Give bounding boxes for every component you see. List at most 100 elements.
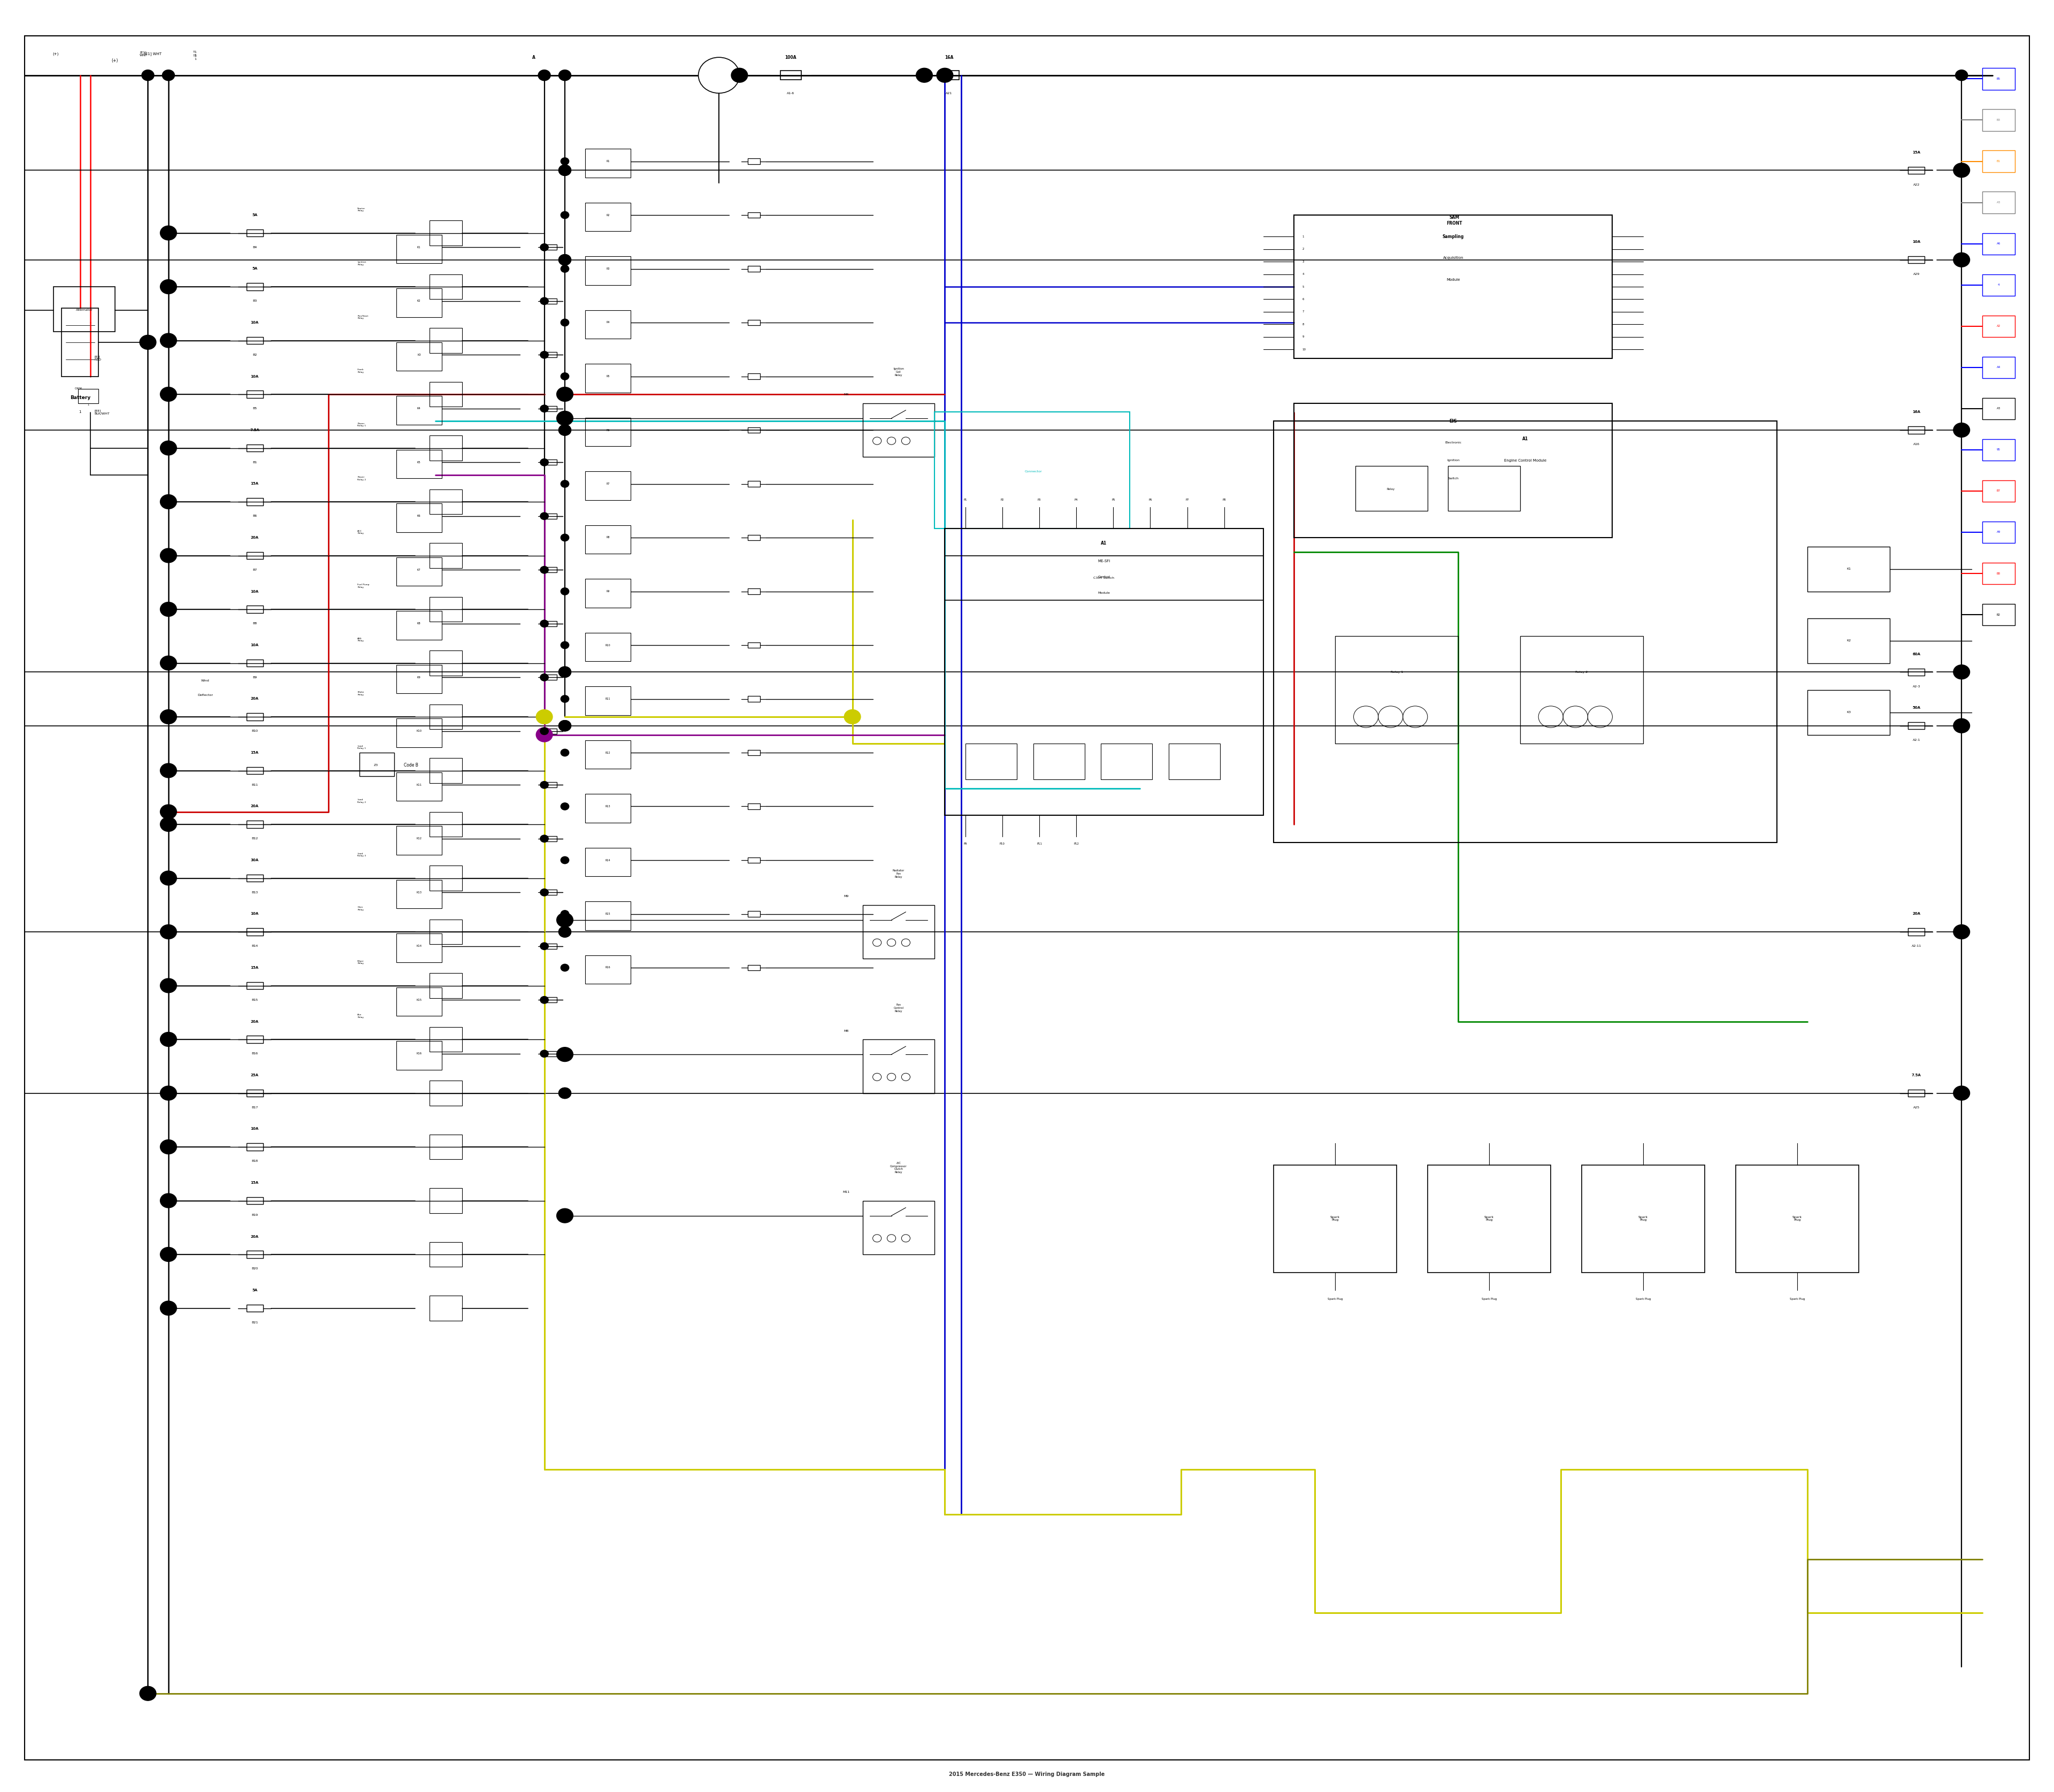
Bar	[939, 70, 959, 79]
Text: K15: K15	[417, 998, 421, 1002]
Circle shape	[162, 926, 175, 937]
Circle shape	[142, 70, 154, 81]
Bar	[585, 418, 631, 446]
Text: Load
Relay 1: Load Relay 1	[357, 745, 366, 749]
Bar	[429, 328, 462, 353]
Bar	[544, 566, 557, 572]
Text: Acquisition: Acquisition	[1442, 256, 1465, 260]
Text: B8: B8	[253, 622, 257, 625]
Text: R4: R4	[606, 321, 610, 324]
Text: 10A: 10A	[251, 375, 259, 378]
Text: R15: R15	[606, 912, 610, 916]
Circle shape	[162, 711, 175, 722]
Circle shape	[162, 281, 175, 292]
Bar	[544, 297, 557, 303]
Circle shape	[160, 387, 177, 401]
Bar	[863, 1201, 935, 1254]
Text: R13: R13	[606, 805, 610, 808]
Text: K3: K3	[417, 353, 421, 357]
Text: ACC
Relay: ACC Relay	[357, 530, 364, 534]
Text: T1
1: T1 1	[193, 54, 197, 61]
Text: B1: B1	[253, 461, 257, 464]
Circle shape	[559, 254, 571, 265]
Circle shape	[731, 68, 748, 82]
Bar	[396, 235, 442, 263]
Circle shape	[538, 70, 550, 81]
Bar	[748, 426, 760, 432]
Circle shape	[561, 749, 569, 756]
Bar	[585, 955, 631, 984]
Text: Wiper
Relay: Wiper Relay	[357, 961, 364, 964]
Text: A16: A16	[1912, 443, 1920, 446]
Circle shape	[162, 658, 175, 668]
Text: Sampling: Sampling	[1442, 235, 1465, 238]
Bar	[1908, 928, 1925, 935]
Text: P6: P6	[1148, 498, 1152, 502]
Circle shape	[162, 281, 175, 292]
Bar	[1982, 233, 2015, 254]
Text: Run/Start
Relay: Run/Start Relay	[357, 315, 368, 319]
Text: Relay 1: Relay 1	[1391, 670, 1403, 674]
Bar	[246, 391, 263, 398]
Text: B16: B16	[251, 1052, 259, 1055]
Bar	[781, 70, 801, 79]
Text: Spark
Plug: Spark Plug	[1639, 1215, 1647, 1222]
Bar	[396, 826, 442, 855]
Text: A2-3: A2-3	[1912, 685, 1920, 688]
Circle shape	[1955, 254, 1968, 265]
Bar	[246, 1143, 263, 1150]
Text: 20A: 20A	[251, 697, 259, 701]
Text: Engine Control Module: Engine Control Module	[1504, 459, 1547, 462]
Bar	[544, 1050, 557, 1057]
Text: R14: R14	[606, 858, 610, 862]
Bar	[544, 405, 557, 410]
Circle shape	[561, 857, 569, 864]
Bar	[396, 611, 442, 640]
Circle shape	[162, 604, 175, 615]
Text: A: A	[532, 56, 536, 59]
Circle shape	[160, 656, 177, 670]
Circle shape	[540, 1050, 548, 1057]
Text: R5: R5	[606, 375, 610, 378]
Circle shape	[162, 228, 175, 238]
Bar	[429, 1027, 462, 1052]
Bar	[429, 1242, 462, 1267]
Bar	[246, 874, 263, 882]
Circle shape	[162, 980, 175, 991]
Text: K1: K1	[417, 246, 421, 249]
Bar	[53, 287, 115, 332]
Bar	[396, 289, 442, 317]
Bar	[1808, 618, 1890, 663]
Bar	[1908, 167, 1925, 174]
Text: 10A: 10A	[251, 321, 259, 324]
Text: 5A: 5A	[253, 267, 257, 271]
Bar	[1294, 215, 1612, 358]
Circle shape	[1955, 425, 1968, 435]
Circle shape	[162, 1088, 175, 1098]
Text: B7: B7	[1996, 489, 2001, 493]
Circle shape	[1955, 667, 1968, 677]
Bar	[544, 620, 557, 625]
Circle shape	[540, 620, 548, 627]
Bar	[544, 943, 557, 950]
Circle shape	[162, 1195, 175, 1206]
Text: 20A: 20A	[251, 536, 259, 539]
Bar	[359, 753, 394, 776]
Bar	[1908, 426, 1925, 434]
Circle shape	[1953, 665, 1970, 679]
Bar	[544, 513, 557, 520]
Bar	[246, 444, 263, 452]
Text: 10A: 10A	[251, 912, 259, 916]
Circle shape	[559, 1088, 571, 1098]
Text: B2: B2	[1996, 613, 2001, 616]
Circle shape	[160, 1193, 177, 1208]
Text: Aux
Relay: Aux Relay	[357, 1014, 364, 1018]
Bar	[748, 265, 760, 271]
Text: 95: 95	[1996, 448, 2001, 452]
Circle shape	[162, 228, 175, 238]
Circle shape	[540, 996, 548, 1004]
Text: B11: B11	[251, 783, 259, 787]
Bar	[585, 471, 631, 500]
Text: B4: B4	[253, 246, 257, 249]
Text: Battery: Battery	[70, 396, 90, 400]
